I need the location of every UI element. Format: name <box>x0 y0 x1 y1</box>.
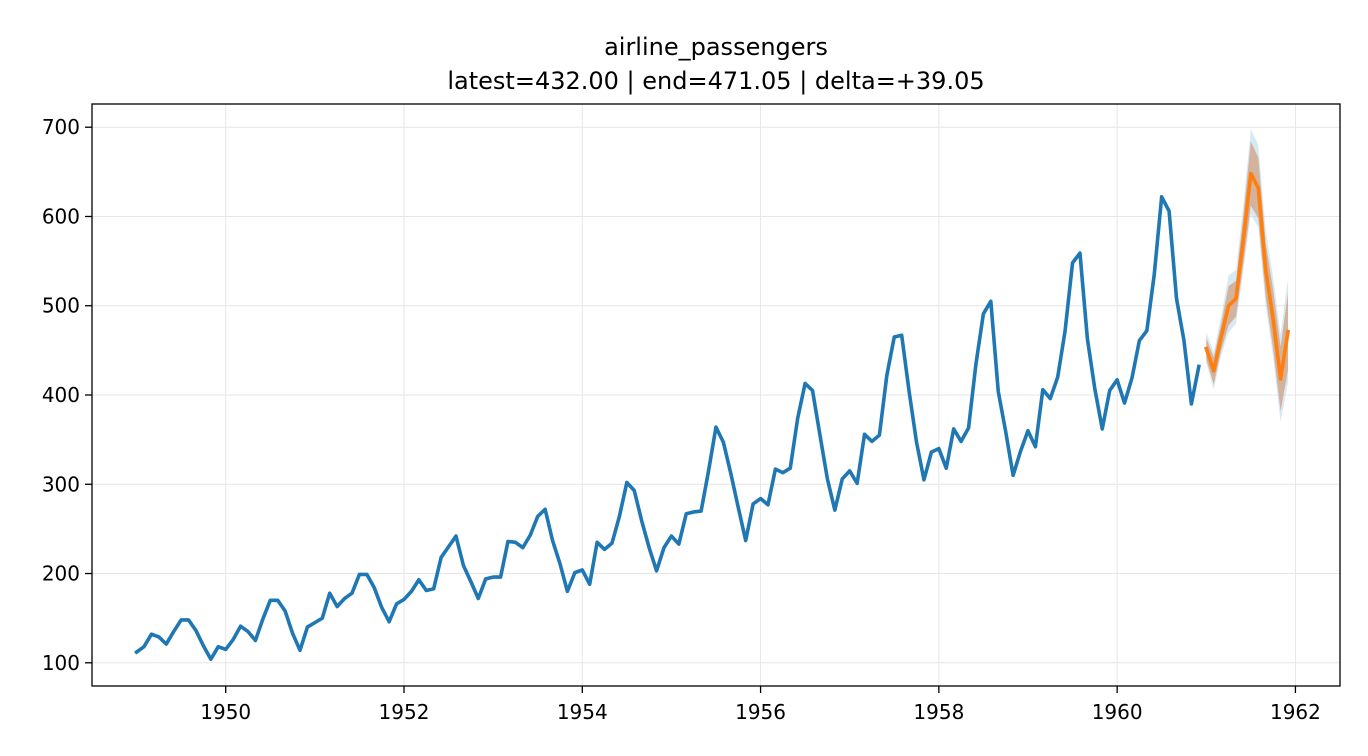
chart-title: airline_passengers <box>604 33 828 61</box>
history-series-line <box>134 195 1201 662</box>
x-tick-label: 1950 <box>200 700 251 724</box>
series-lines <box>134 171 1291 662</box>
x-axis: 1950 1952 1954 1956 1958 1960 1962 <box>200 686 1321 724</box>
x-tick-label: 1958 <box>913 700 964 724</box>
y-tick-label: 600 <box>42 204 80 228</box>
x-tick-label: 1960 <box>1092 700 1143 724</box>
grid <box>92 104 1340 686</box>
forecast-series-line <box>1204 171 1291 381</box>
x-tick-label: 1952 <box>379 700 430 724</box>
y-axis: 100 200 300 400 500 600 700 <box>42 115 92 675</box>
x-tick-label: 1956 <box>735 700 786 724</box>
x-tick-label: 1954 <box>557 700 608 724</box>
chart-subtitle: latest=432.00 | end=471.05 | delta=+39.0… <box>447 67 984 95</box>
y-tick-label: 500 <box>42 294 80 318</box>
y-tick-label: 200 <box>42 562 80 586</box>
y-tick-label: 700 <box>42 115 80 139</box>
y-tick-label: 300 <box>42 472 80 496</box>
y-tick-label: 100 <box>42 651 80 675</box>
y-tick-label: 400 <box>42 383 80 407</box>
x-tick-label: 1962 <box>1270 700 1321 724</box>
